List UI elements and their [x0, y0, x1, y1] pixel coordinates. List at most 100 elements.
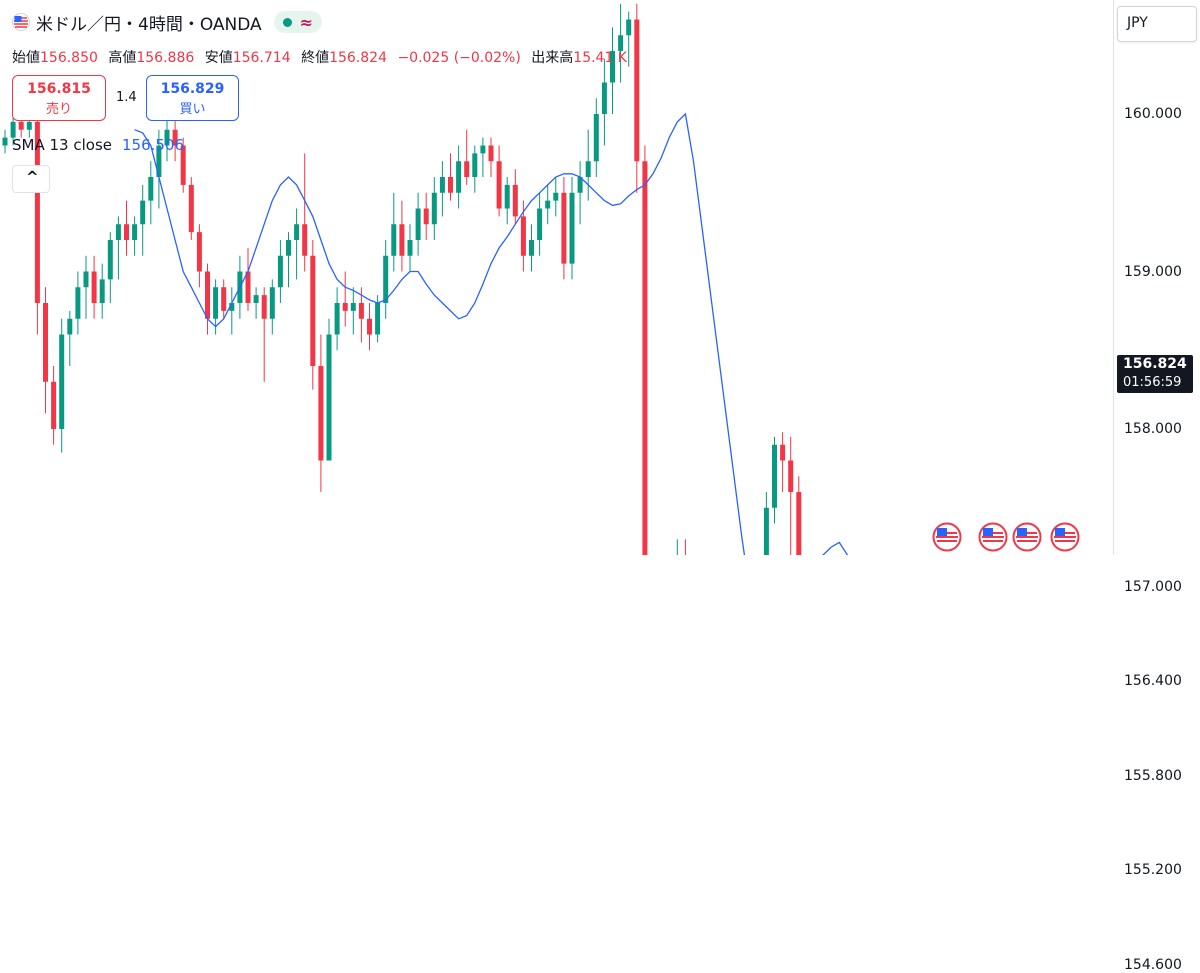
candle [148, 161, 154, 225]
candle [504, 177, 510, 225]
candle-body [788, 460, 794, 492]
candle-body [10, 121, 16, 138]
price-axis[interactable]: 160.000 159.000 158.000 157.000 156.400 155.8… [1113, 0, 1200, 973]
indicator-value: 156.506 [121, 136, 185, 154]
candle [358, 287, 364, 343]
sell-button[interactable]: 156.815 売り [12, 75, 106, 121]
candle-body [796, 492, 802, 555]
us-flag-icon [12, 13, 30, 31]
candle-body [294, 224, 300, 240]
candle [593, 98, 599, 177]
candle-body [180, 145, 186, 185]
candle [472, 145, 478, 193]
indicator-legend[interactable]: SMA 13 close 156.506 [12, 136, 184, 154]
candle-body [196, 232, 202, 272]
candle [180, 137, 186, 193]
symbol-title[interactable]: 米ドル／円・4時間・OANDA [36, 14, 262, 35]
candle-body [83, 271, 89, 288]
chart-header: 米ドル／円・4時間・OANDA ≈ [12, 10, 323, 35]
candle-body [334, 303, 340, 335]
candle-body [585, 161, 591, 177]
candle-body [423, 208, 429, 225]
candle-body [472, 153, 478, 177]
currency-selector[interactable]: JPY [1117, 6, 1197, 42]
candle [423, 192, 429, 240]
candle [577, 161, 583, 225]
sell-label: 売り [45, 102, 72, 117]
price-axis-tick: 154.600 [1124, 956, 1182, 973]
candle-body [480, 145, 486, 154]
candle-body [407, 240, 413, 256]
us-flag-icon[interactable] [1012, 522, 1042, 552]
candle [439, 161, 445, 217]
candle-body [593, 114, 599, 162]
high-value: 156.886 [136, 50, 195, 66]
candle-body [67, 318, 73, 335]
candle-body [626, 19, 632, 36]
candle [496, 145, 502, 217]
collapse-legend-button[interactable]: ^ [12, 165, 50, 193]
market-status-badge[interactable]: ≈ [273, 11, 323, 33]
candle [318, 334, 324, 492]
candle-body [245, 271, 251, 303]
candle [431, 177, 437, 240]
candle-body [415, 208, 421, 240]
candle [480, 137, 486, 177]
candle-body [780, 444, 786, 461]
price-axis-tick: 158.000 [1124, 421, 1182, 437]
spread-value: 1.4 [116, 90, 137, 105]
buy-button[interactable]: 156.829 買い [146, 75, 239, 121]
currency-label: JPY [1127, 15, 1148, 31]
candle [684, 539, 686, 555]
candle-body [188, 184, 194, 233]
candle [601, 58, 607, 146]
candle [342, 271, 348, 327]
price-chart[interactable] [0, 0, 1113, 555]
candle [780, 432, 786, 492]
us-flag-icon[interactable] [978, 522, 1008, 552]
buy-label: 買い [179, 102, 206, 117]
candle-body [488, 145, 494, 162]
candle [618, 3, 624, 83]
candle [407, 224, 413, 272]
candle [115, 216, 121, 280]
price-axis-tick: 155.200 [1124, 862, 1182, 878]
candle-body [577, 177, 583, 193]
sell-price: 156.815 [27, 81, 91, 97]
candle [448, 153, 453, 201]
candle-body [318, 366, 324, 461]
candle [796, 476, 802, 555]
candle [334, 287, 340, 351]
price-axis-tick: 155.800 [1124, 767, 1182, 784]
candle [75, 271, 81, 335]
candle-body [156, 145, 162, 177]
candle [196, 224, 202, 288]
candle-body [383, 255, 389, 303]
candle [213, 279, 219, 335]
candle-body [439, 177, 445, 193]
candle [67, 310, 73, 366]
approx-icon: ≈ [299, 12, 314, 32]
candle [367, 303, 372, 351]
candle [512, 169, 518, 225]
candle [529, 224, 534, 272]
candle [132, 216, 138, 256]
candle [561, 177, 567, 280]
candle [99, 263, 105, 319]
candle [488, 137, 494, 177]
candle [2, 129, 8, 154]
candle-body [213, 287, 219, 319]
candle-body [456, 161, 462, 193]
us-flag-icon[interactable] [1050, 522, 1080, 552]
candle [107, 232, 113, 303]
candle [350, 287, 356, 335]
candle [788, 436, 794, 555]
candle-body [26, 121, 32, 130]
candle-body [391, 224, 397, 256]
us-flag-icon[interactable] [932, 522, 962, 552]
candle [383, 240, 389, 319]
candle [83, 255, 89, 319]
candle-body [269, 287, 275, 319]
candle [772, 436, 777, 524]
candle [261, 287, 267, 382]
